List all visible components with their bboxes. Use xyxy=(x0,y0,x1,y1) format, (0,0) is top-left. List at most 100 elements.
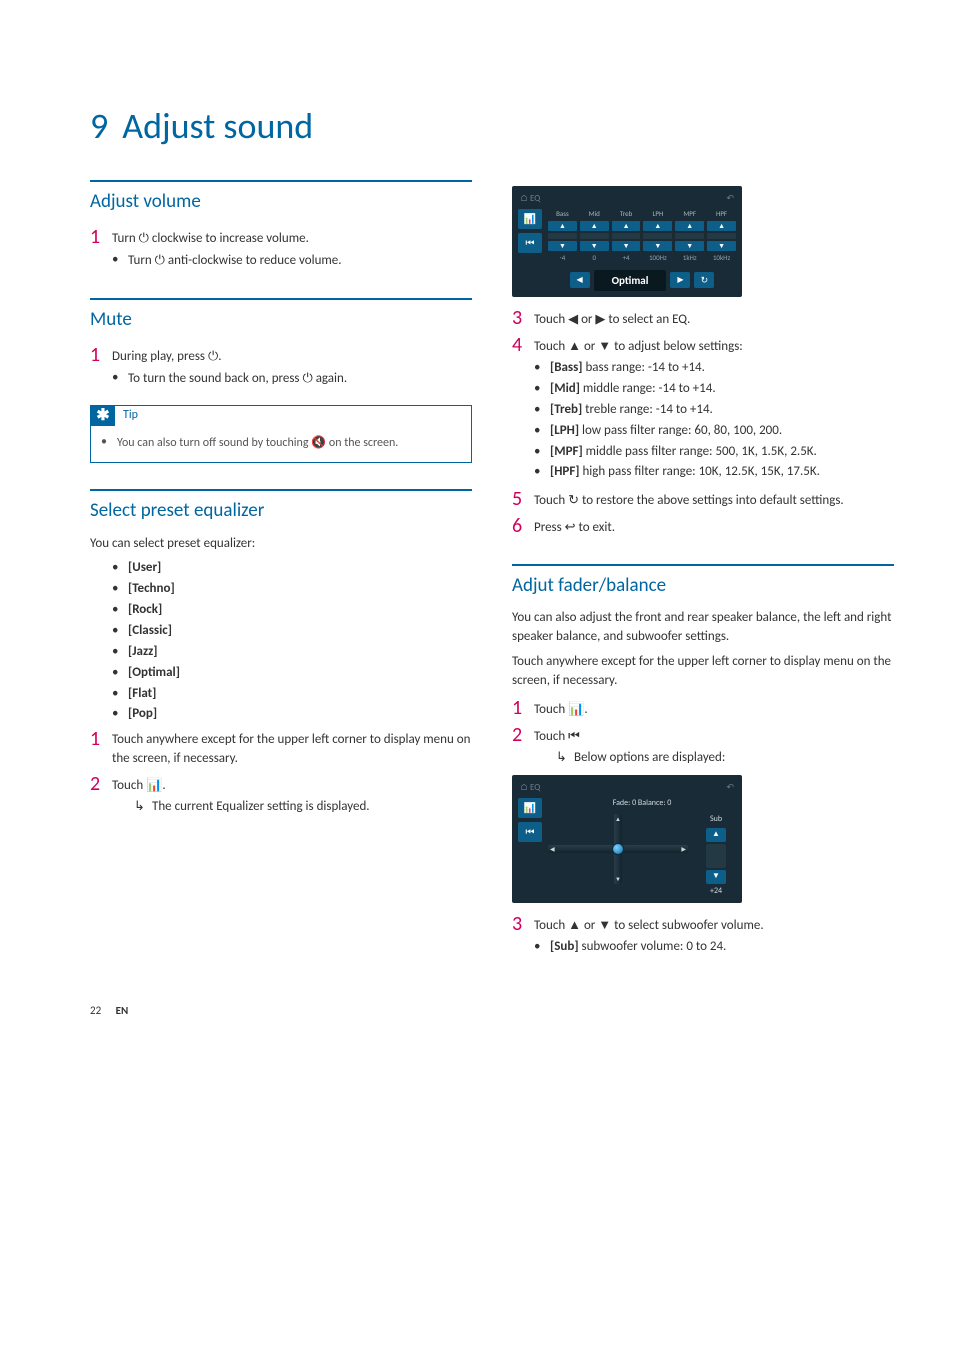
step-body: Touch ⏮ ↳ Below options are displayed: xyxy=(534,724,894,770)
step-number: 2 xyxy=(90,773,112,795)
preset-eq-steps: 1 Touch anywhere except for the upper le… xyxy=(90,728,472,818)
sub-down-button: ▼ xyxy=(706,870,726,884)
mute-speaker-icon: 🔇 xyxy=(311,435,326,449)
step-body: Press ↩ to exit. xyxy=(534,515,894,538)
bullet: • xyxy=(534,422,550,441)
down-triangle-icon: ▼ xyxy=(598,338,611,353)
up-triangle-icon: ▲ xyxy=(568,338,581,353)
fader-side-button: ⏮ xyxy=(518,822,542,842)
step-body: Touch 📊. xyxy=(534,697,894,720)
bullet: • xyxy=(101,434,117,451)
step-number: 1 xyxy=(90,728,112,750)
step-number: 3 xyxy=(512,913,534,935)
list-item: [Optimal] xyxy=(128,664,472,683)
tip-badge-icon: ✱ xyxy=(91,406,115,426)
chapter-number: 9 xyxy=(90,100,108,152)
fader-intro1: You can also adjust the front and rear s… xyxy=(512,609,894,647)
bullet: • xyxy=(112,369,128,388)
mute-steps: 1 During play, press ⏻. • To turn the so… xyxy=(90,344,472,391)
step-body: Touch 📊. ↳ The current Equalizer setting… xyxy=(112,773,472,819)
prev-button: ◀ xyxy=(570,272,590,288)
power-icon: ⏻ xyxy=(139,230,149,245)
step-number: 1 xyxy=(90,344,112,366)
fader-icon: ⏮ xyxy=(568,728,580,743)
eq-side-button: 📊 xyxy=(518,798,542,818)
back-icon: ↶ xyxy=(726,192,734,205)
step-body: Turn ⏻ clockwise to increase volume. • T… xyxy=(112,226,472,273)
section-mute: Mute xyxy=(90,298,472,334)
tip-box: ✱ Tip • You can also turn off sound by t… xyxy=(90,405,472,463)
power-icon: ⏻ xyxy=(302,370,312,385)
power-icon: ⏻ xyxy=(208,348,218,363)
page-lang: EN xyxy=(116,1004,129,1017)
list-item: [Bass] bass range: -14 to +14. xyxy=(550,359,894,378)
fader-steps-cont: 3 Touch ▲ or ▼ to select subwoofer volum… xyxy=(512,913,894,959)
list-item: [Flat] xyxy=(128,685,472,704)
step-body: Touch ◀ or ▶ to select an EQ. xyxy=(534,307,894,330)
bullet: • xyxy=(534,359,550,378)
list-item: [User] xyxy=(128,559,472,578)
eq-col: MPF▲▼1kHz xyxy=(675,209,704,263)
eq-col: HPF▲▼10kHz xyxy=(707,209,736,263)
bullet: • xyxy=(534,443,550,462)
fader-steps: 1 Touch 📊. 2 Touch ⏮ ↳ Below options are… xyxy=(512,697,894,770)
step-body: Touch ▲ or ▼ to select subwoofer volume.… xyxy=(534,913,894,959)
eq-screenshot: ⌂ EQ ↶ 📊 ⏮ Bass▲▼-4Mid▲▼0Treb▲▼+4LPH▲▼10… xyxy=(512,186,742,297)
right-column: ⌂ EQ ↶ 📊 ⏮ Bass▲▼-4Mid▲▼0Treb▲▼+4LPH▲▼10… xyxy=(512,180,894,963)
bullet: • xyxy=(534,938,550,957)
sub-meter xyxy=(706,844,726,868)
section-preset-eq: Select preset equalizer xyxy=(90,489,472,525)
down-triangle-icon: ▼ xyxy=(598,917,611,932)
bullet: • xyxy=(534,380,550,399)
list-item: [Pop] xyxy=(128,705,472,724)
eq-col: LPH▲▼100Hz xyxy=(643,209,672,263)
list-item: [Rock] xyxy=(128,601,472,620)
sub-up-button: ▲ xyxy=(706,828,726,842)
section-fader: Adjut fader/balance xyxy=(512,564,894,600)
list-item: [Jazz] xyxy=(128,643,472,662)
step-number: 4 xyxy=(512,334,534,356)
chapter-title: Adjust sound xyxy=(122,104,313,148)
fader-knob xyxy=(612,843,624,855)
up-triangle-icon: ▲ xyxy=(568,917,581,932)
left-triangle-icon: ◀ xyxy=(568,311,578,326)
preset-eq-intro: You can select preset equalizer: xyxy=(90,535,472,554)
list-item: [MPF] middle pass filter range: 500, 1K,… xyxy=(550,443,894,462)
fader-intro2: Touch anywhere except for the upper left… xyxy=(512,653,894,691)
home-icon: ⌂ xyxy=(520,193,528,204)
step-number: 2 xyxy=(512,724,534,746)
left-column: Adjust volume 1 Turn ⏻ clockwise to incr… xyxy=(90,180,472,963)
preset-list: •[User] •[Techno] •[Rock] •[Classic] •[J… xyxy=(112,559,472,724)
step-body: Touch ↻ to restore the above settings in… xyxy=(534,488,894,511)
step-number: 1 xyxy=(90,226,112,248)
home-icon: ⌂ xyxy=(520,782,528,793)
bullet: • xyxy=(112,251,128,270)
eq-preset-label: Optimal xyxy=(594,270,667,292)
chapter-heading: 9 Adjust sound xyxy=(90,100,894,152)
list-item: [LPH] low pass filter range: 60, 80, 100… xyxy=(550,422,894,441)
list-item: [Treb] treble range: -14 to +14. xyxy=(550,401,894,420)
eq-col: Treb▲▼+4 xyxy=(612,209,641,263)
back-icon: ↩ xyxy=(565,519,576,534)
fader-side-button: ⏮ xyxy=(518,233,542,253)
bullet: • xyxy=(534,463,550,482)
section-adjust-volume: Adjust volume xyxy=(90,180,472,216)
step-body: During play, press ⏻. • To turn the soun… xyxy=(112,344,472,391)
next-button: ▶ xyxy=(670,272,690,288)
result-arrow-icon: ↳ xyxy=(556,749,574,768)
tip-label: Tip xyxy=(115,407,138,424)
step-number: 3 xyxy=(512,307,534,329)
step-number: 1 xyxy=(512,697,534,719)
power-icon: ⏻ xyxy=(155,252,165,267)
eq-bars-icon: 📊 xyxy=(568,701,584,716)
bullet: • xyxy=(534,401,550,420)
fader-screenshot: ⌂ EQ ↶ 📊 ⏮ Fade: 0 Balance: 0 xyxy=(512,775,742,903)
step-number: 5 xyxy=(512,488,534,510)
adjust-volume-steps: 1 Turn ⏻ clockwise to increase volume. •… xyxy=(90,226,472,273)
eq-settings-steps: 3 Touch ◀ or ▶ to select an EQ. 4 Touch … xyxy=(512,307,894,537)
step-body: Touch anywhere except for the upper left… xyxy=(112,728,472,769)
page-number: 22 xyxy=(90,1004,101,1017)
back-icon: ↶ xyxy=(726,781,734,794)
right-triangle-icon: ▶ xyxy=(595,311,605,326)
eq-col: Bass▲▼-4 xyxy=(548,209,577,263)
